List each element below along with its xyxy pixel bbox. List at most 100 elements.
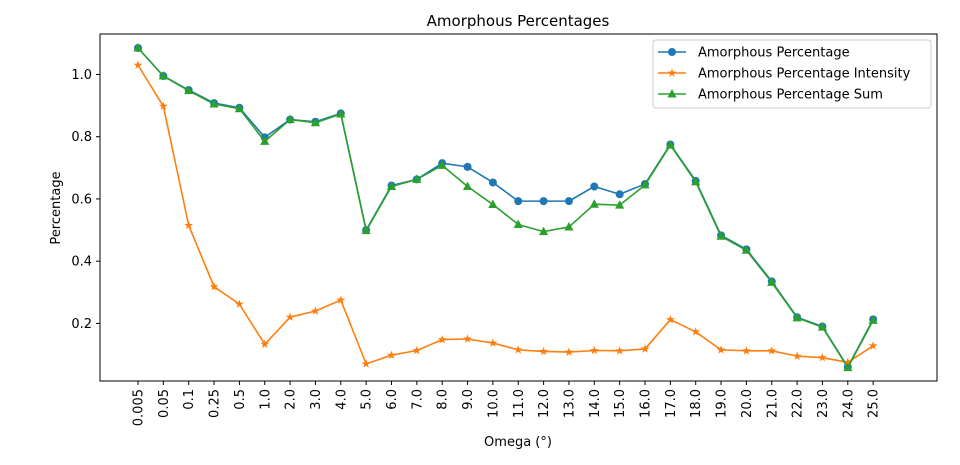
data-point [640,344,650,353]
x-tick-label: 1.0 [258,389,273,410]
data-point [665,315,675,324]
data-point [615,346,625,355]
x-tick-label: 0.25 [208,389,223,418]
series-layer [133,43,878,372]
x-axis-label: Omega (°) [484,435,552,450]
legend-item: Amorphous Percentage Sum [658,88,883,103]
data-point [285,114,295,124]
data-point [792,312,802,322]
data-point [463,334,472,343]
x-tick-label: 0.5 [233,389,248,410]
x-tick-label: 22.0 [791,389,806,418]
data-point [209,282,219,291]
data-point [589,345,599,355]
data-point [665,140,675,149]
data-point [691,327,701,336]
x-tick-label: 10.0 [486,389,501,418]
data-point [285,312,295,321]
series-2 [133,60,878,368]
data-point [437,160,447,169]
series-3 [133,43,878,372]
y-tick-label: 0.8 [71,130,92,145]
legend-label: Amorphous Percentage [698,46,850,61]
data-point [615,200,625,209]
data-point [742,346,751,355]
data-point [361,225,371,235]
data-point [234,103,244,113]
data-point [158,71,168,80]
data-point [564,221,574,231]
y-tick-label: 0.6 [71,192,92,207]
data-point [412,174,422,183]
data-point [463,162,472,171]
data-point [868,341,878,350]
data-point [539,197,548,206]
data-point [513,345,523,354]
legend-marker [668,48,676,56]
x-tick-label: 5.0 [360,389,375,410]
series-line [137,64,874,365]
legend-label: Amorphous Percentage Sum [698,88,883,103]
x-tick-label: 0.005 [132,389,147,426]
data-point [462,181,473,190]
x-tick-label: 7.0 [410,389,425,410]
data-point [539,226,549,236]
data-point [843,362,853,372]
data-point [640,179,650,189]
x-tick-label: 16.0 [639,389,654,418]
legend-item: Amorphous Percentage [658,46,850,61]
x-tick-label: 24.0 [841,389,856,418]
data-point [260,339,270,348]
data-point [564,197,573,206]
data-point [158,101,168,110]
x-tick-label: 3.0 [309,389,324,410]
legend: Amorphous Percentage Amorphous Percentage… [652,39,932,109]
x-tick-label: 9.0 [461,389,476,410]
data-point [564,347,574,356]
data-point [209,99,219,108]
x-tick-label: 18.0 [689,389,704,418]
x-tick-label: 13.0 [562,389,577,418]
x-tick-label: 17.0 [664,389,679,418]
legend-frame [652,39,932,109]
legend-item: Amorphous Percentage Intensity [658,67,911,82]
data-point [184,220,194,230]
x-tick-label: 8.0 [436,389,451,410]
data-point [589,199,599,208]
data-point [590,182,599,191]
data-point [412,345,422,355]
legend-label: Amorphous Percentage Intensity [698,67,911,82]
data-point [133,43,143,52]
data-point [767,346,777,355]
data-point [818,353,827,362]
data-point [488,178,497,187]
x-tick-label: 23.0 [816,389,831,418]
data-point [336,108,346,118]
data-point [716,231,726,240]
legend-marker [667,68,677,77]
y-tick-label: 0.2 [71,317,92,332]
legend-marker [667,89,677,98]
x-tick-label: 14.0 [588,389,603,418]
y-tick-label: 0.4 [71,255,92,270]
x-axis: 0.005 0.05 0.1 0.25 0.5 1.0 2.0 3.0 4.0 5.0 6.0 7.0… [132,381,882,426]
x-tick-label: 20.0 [740,389,755,418]
series-line [137,47,874,369]
data-point [615,190,624,199]
data-point [361,359,371,368]
y-axis: 0.2 0.4 0.6 0.8 1.0 [71,68,100,332]
data-point [817,322,828,331]
data-point [310,117,321,127]
data-point [716,345,726,354]
data-point [488,338,498,347]
x-tick-label: 2.0 [284,389,299,410]
data-point [514,197,523,206]
x-tick-label: 21.0 [765,389,780,418]
data-point [386,181,397,190]
data-point [260,136,270,145]
x-tick-label: 0.1 [182,389,197,410]
x-tick-label: 0.05 [157,389,172,418]
data-point [437,335,447,344]
